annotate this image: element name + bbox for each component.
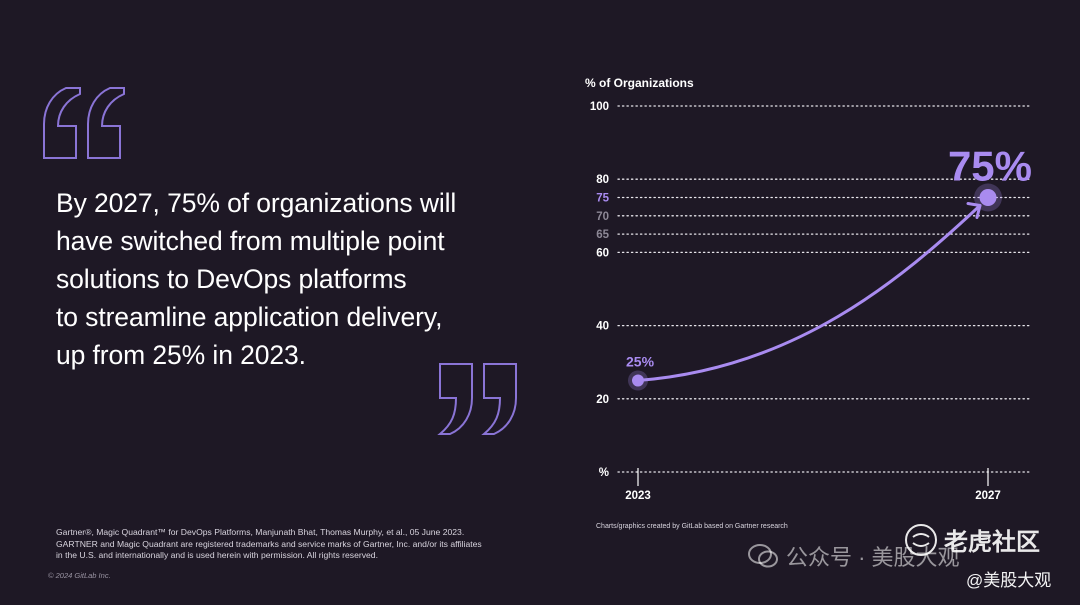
y-tick-label: 40: [596, 321, 609, 333]
quote-line: to streamline application delivery,: [56, 302, 443, 332]
open-quote-icon: [43, 87, 125, 159]
tiger-community-text: 老虎社区: [944, 529, 1040, 556]
wechat-icon: [748, 544, 778, 568]
footnote-line: GARTNER and Magic Quadrant are registere…: [56, 538, 482, 549]
quote-line: up from 25% in 2023.: [56, 340, 306, 370]
y-tick-label: 75: [596, 193, 609, 205]
data-label: 25%: [626, 354, 655, 370]
close-quote-icon: [437, 363, 517, 435]
y-tick-label: 60: [596, 247, 609, 259]
wechat-watermark: 公众号 · 美股大观: [748, 540, 960, 572]
data-label: 75%: [948, 143, 1032, 190]
y-tick-label: 70: [596, 211, 609, 223]
quote-line: By 2027, 75% of organizations will: [56, 188, 457, 218]
y-tick-label: 100: [590, 101, 609, 113]
y-tick-label: 80: [596, 174, 609, 186]
tiger-logo-icon: [905, 523, 937, 556]
x-tick-label: 2027: [975, 490, 1001, 502]
copyright: © 2024 GitLab Inc.: [48, 571, 111, 580]
y-tick-label: 65: [596, 229, 609, 241]
quote-text: By 2027, 75% of organizations will have …: [56, 184, 526, 374]
chart-credit: Charts/graphics created by GitLab based …: [596, 523, 788, 530]
series-line: [636, 204, 982, 382]
footnote-line: in the U.S. and internationally and is u…: [56, 550, 378, 560]
y-tick-label: 20: [596, 394, 609, 406]
y-tick-label: %: [599, 467, 609, 479]
x-tick-label: 2023: [625, 490, 651, 502]
arrowhead: [966, 202, 982, 219]
adoption-line-chart: % of Organizations% 20 40 60 65 70 75 80 100 2023…: [585, 76, 1032, 502]
data-point: [632, 374, 644, 387]
wechat-watermark-text: 公众号 · 美股大观: [786, 545, 960, 570]
tiger-community-watermark: 老虎社区: [904, 522, 1040, 557]
data-point: [979, 189, 997, 206]
footnote: Gartner®, Magic Quadrant™ for DevOps Pla…: [56, 527, 556, 562]
quote-line: solutions to DevOps platforms: [56, 264, 407, 294]
footnote-line: Gartner®, Magic Quadrant™ for DevOps Pla…: [56, 527, 465, 537]
watermark-handle: @美股大观: [966, 571, 1052, 590]
quote-line: have switched from multiple point: [56, 226, 445, 256]
y-axis-label: % of Organizations: [585, 76, 694, 90]
